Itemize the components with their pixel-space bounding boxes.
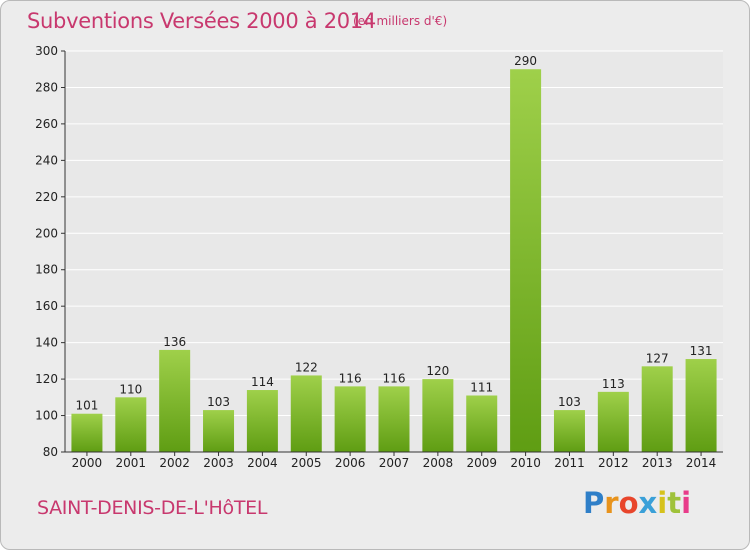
x-tick-label: 2008: [423, 456, 454, 470]
logo-letter: x: [638, 486, 658, 520]
chart-unit: (en milliers d'€): [353, 14, 448, 28]
bar-2008: [422, 379, 454, 452]
x-tick-label: 2001: [116, 456, 147, 470]
x-tick-label: 2003: [203, 456, 234, 470]
x-tick-label: 2007: [379, 456, 410, 470]
logo-letter: r: [604, 486, 619, 520]
logo-letter: i: [657, 486, 668, 520]
bar-2005: [290, 375, 322, 452]
x-tick-label: 2000: [72, 456, 103, 470]
x-tick-label: 2012: [598, 456, 629, 470]
bar-value-label: 122: [295, 360, 318, 374]
chart-title: Subventions Versées 2000 à 2014: [27, 9, 376, 33]
bar-value-label: 131: [690, 344, 713, 358]
y-tick-label: 140: [35, 336, 58, 350]
bar-value-label: 101: [75, 399, 98, 413]
bar-value-label: 114: [251, 375, 274, 389]
bar-value-label: 103: [558, 395, 581, 409]
bar-value-label: 111: [470, 380, 493, 394]
logo-letter: t: [667, 486, 682, 520]
x-tick-label: 2005: [291, 456, 322, 470]
bar-2000: [71, 413, 103, 452]
y-tick-label: 280: [35, 80, 58, 94]
bars: [71, 69, 717, 453]
x-tick-label: 2014: [686, 456, 717, 470]
x-tick-label: 2006: [335, 456, 366, 470]
bar-2003: [203, 410, 235, 452]
logo-letter: i: [681, 486, 692, 520]
y-tick-label: 300: [35, 44, 58, 58]
bar-2011: [553, 410, 585, 452]
bar-2010: [510, 69, 542, 453]
logo-letter: o: [618, 486, 639, 520]
bar-2012: [597, 391, 629, 452]
bar-2001: [115, 397, 147, 452]
bar-2014: [685, 359, 717, 452]
bar-value-label: 136: [163, 335, 186, 349]
x-tick-label: 2011: [554, 456, 585, 470]
bar-2009: [466, 395, 498, 452]
bar-value-label: 110: [119, 382, 142, 396]
labels: 80 100 120 140 160 180 200 220 240 260 280 300 101 20…: [35, 44, 716, 470]
y-tick-label: 180: [35, 263, 58, 277]
y-tick-label: 160: [35, 299, 58, 313]
y-tick-label: 260: [35, 117, 58, 131]
bar-2002: [159, 349, 191, 452]
y-tick-label: 120: [35, 372, 58, 386]
bar-value-label: 127: [646, 351, 669, 365]
x-tick-label: 2004: [247, 456, 278, 470]
bar-2013: [641, 366, 673, 452]
bar-value-label: 116: [339, 371, 362, 385]
y-tick-label: 240: [35, 153, 58, 167]
y-tick-label: 100: [35, 409, 58, 423]
bar-2006: [334, 386, 366, 452]
bar-value-label: 103: [207, 395, 230, 409]
x-tick-label: 2013: [642, 456, 673, 470]
axes: [61, 50, 723, 456]
bar-value-label: 116: [383, 371, 406, 385]
bar-value-label: 113: [602, 377, 625, 391]
bar-value-label: 290: [514, 54, 537, 68]
bar-2004: [246, 390, 278, 452]
proxiti-logo: Proxiti: [583, 486, 691, 520]
y-tick-label: 220: [35, 190, 58, 204]
x-tick-label: 2002: [159, 456, 190, 470]
bar-2007: [378, 386, 410, 452]
commune-name: SAINT-DENIS-DE-L'HôTEL: [37, 497, 268, 519]
y-tick-label: 200: [35, 226, 58, 240]
bar-value-label: 120: [426, 364, 449, 378]
x-tick-label: 2009: [466, 456, 497, 470]
x-tick-label: 2010: [510, 456, 541, 470]
y-tick-label: 80: [43, 445, 58, 459]
logo-letter: P: [583, 486, 605, 520]
